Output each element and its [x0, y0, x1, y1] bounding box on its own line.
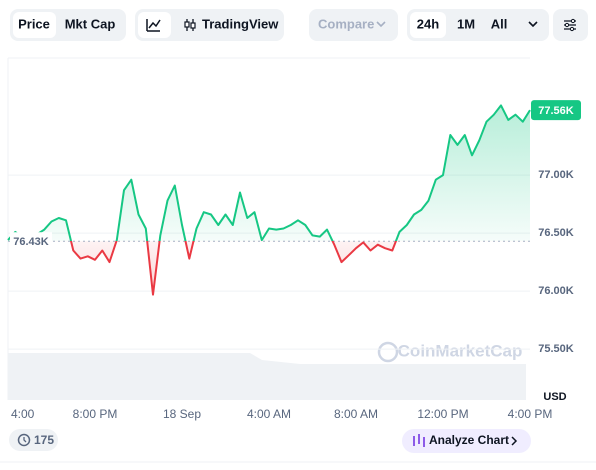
- analyze-button[interactable]: [402, 429, 531, 453]
- tab-price[interactable]: Price: [18, 16, 50, 31]
- analyze-icon: [413, 434, 425, 447]
- y-tick-label: 77.00K: [538, 169, 574, 181]
- x-tick-label: 4:00 AM: [247, 407, 291, 421]
- settings-icon: [570, 18, 576, 24]
- y-tick-label: 76.00K: [538, 285, 574, 297]
- area-fill: [8, 105, 530, 295]
- range-selected[interactable]: [410, 12, 446, 38]
- chevron: [511, 436, 518, 446]
- compare-button[interactable]: [309, 9, 398, 41]
- history-icon: [17, 433, 31, 447]
- history-icon: [23, 437, 27, 443]
- y-unit: USD: [543, 391, 566, 403]
- price-line: [7, 104, 531, 296]
- range-1m[interactable]: 1M: [457, 16, 475, 31]
- range-all[interactable]: All: [491, 16, 508, 31]
- line-icon: [146, 19, 161, 32]
- candle-icon: [184, 21, 190, 28]
- chevron: [376, 21, 386, 28]
- tab-selected[interactable]: [13, 12, 56, 38]
- compare-label[interactable]: Compare: [318, 16, 374, 31]
- x-tick-label: 4:00: [11, 407, 35, 421]
- watermark-logo: [377, 341, 399, 363]
- x-tick-label: 8:00 AM: [334, 407, 378, 421]
- y-tick-label: 75.50K: [538, 343, 574, 355]
- range-24h[interactable]: 24h: [417, 16, 439, 31]
- x-tick-label: 12:00 PM: [417, 407, 468, 421]
- settings-icon: [564, 22, 570, 28]
- x-tick-label: 18 Sep: [163, 407, 201, 421]
- analyze-label[interactable]: Analyze Chart: [429, 433, 509, 447]
- current-price-label: 77.56K: [538, 105, 574, 117]
- x-tick-label: 8:00 PM: [73, 407, 118, 421]
- y-tick-label: 76.50K: [538, 227, 574, 239]
- baseline-tag: [10, 232, 52, 251]
- volume-band: [8, 353, 526, 400]
- current-price-tag: [531, 100, 581, 121]
- candle-icon: [190, 22, 196, 29]
- badge-count[interactable]: 175: [34, 433, 54, 447]
- settings-icon: [569, 26, 575, 32]
- range-menu[interactable]: [528, 21, 538, 28]
- tab-mktcap[interactable]: Mkt Cap: [65, 16, 116, 31]
- baseline-label: 76.43K: [13, 236, 49, 248]
- watermark: CoinMarketCap: [398, 341, 523, 360]
- x-tick-label: 4:00 PM: [508, 407, 553, 421]
- view-group: [135, 9, 284, 41]
- tradingview-button[interactable]: TradingView: [202, 16, 279, 31]
